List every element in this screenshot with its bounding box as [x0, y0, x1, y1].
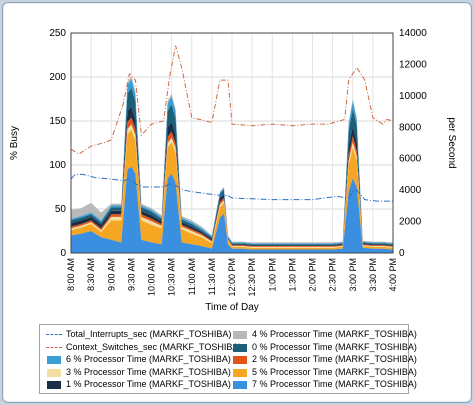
legend-swatch — [233, 356, 247, 364]
legend-entry: 6 % Processor Time (MARKF_TOSHIBA) — [46, 354, 231, 366]
y-tick-label: 0 — [60, 248, 66, 259]
x-tick-label: 10:00 AM — [147, 258, 157, 296]
legend-swatch — [233, 368, 247, 377]
x-tick-label: 2:30 PM — [328, 258, 338, 292]
plot-border — [70, 32, 394, 254]
x-tick-label: 3:00 PM — [348, 258, 358, 292]
legend-label: 2 % Processor Time (MARKF_TOSHIBA) — [252, 354, 417, 364]
legend-entry: Context_Switches_sec (MARKF_TOSHIBA) — [46, 342, 241, 354]
x-tick-label: 9:30 AM — [126, 258, 136, 291]
legend-label: 0 % Processor Time (MARKF_TOSHIBA) — [252, 341, 417, 352]
legend-swatch — [47, 381, 61, 389]
x-tick-label: 3:30 PM — [368, 258, 378, 292]
y-tick-label: 100 — [49, 160, 66, 171]
legend-swatch — [47, 356, 61, 364]
legend-label: 6 % Processor Time (MARKF_TOSHIBA) — [66, 354, 231, 364]
y2-tick-label: 0 — [399, 248, 405, 259]
legend-label: 7 % Processor Time (MARKF_TOSHIBA) — [252, 379, 417, 389]
legend-entry: 4 % Processor Time (MARKF_TOSHIBA) — [232, 329, 417, 341]
y2-tick-label: 10000 — [399, 91, 427, 102]
legend-label: Total_Interrupts_sec (MARKF_TOSHIBA) — [66, 329, 232, 339]
x-tick-label: 11:30 AM — [207, 258, 217, 295]
legend: Total_Interrupts_sec (MARKF_TOSHIBA) 4 % … — [39, 324, 417, 394]
x-tick-label: 8:30 AM — [86, 258, 96, 291]
axes: 0 50 100 150 200 250 0 2000 4000 6000 8000 10000 120… — [49, 28, 427, 297]
line-series — [70, 45, 394, 202]
y2-tick-label: 14000 — [399, 28, 427, 39]
y2-tick-label: 8000 — [399, 122, 422, 133]
legend-entry: 3 % Processor Time (MARKF_TOSHIBA) — [46, 367, 231, 379]
line-series-path — [70, 173, 393, 202]
legend-entry: 2 % Processor Time (MARKF_TOSHIBA) — [232, 354, 417, 366]
legend-swatch — [47, 368, 61, 377]
x-tick-label: 2:00 PM — [308, 258, 318, 292]
legend-entry: Total_Interrupts_sec (MARKF_TOSHIBA) — [46, 329, 231, 341]
legend-label: 3 % Processor Time (MARKF_TOSHIBA) — [66, 366, 231, 377]
legend-entry: 7 % Processor Time (MARKF_TOSHIBA) — [232, 379, 417, 391]
y-tick-label: 250 — [49, 28, 66, 39]
stacked-areas — [71, 76, 393, 253]
legend-entry: 1 % Processor Time (MARKF_TOSHIBA) — [46, 379, 231, 391]
area-series — [71, 129, 393, 250]
area-series — [71, 166, 393, 253]
legend-entry: 0 % Processor Time (MARKF_TOSHIBA) — [232, 342, 417, 354]
x-tick-label: 12:00 PM — [227, 258, 237, 297]
y2-tick-label: 2000 — [399, 217, 422, 228]
y2-tick-label: 4000 — [399, 185, 422, 196]
legend-label: 1 % Processor Time (MARKF_TOSHIBA) — [66, 379, 231, 389]
legend-label: 4 % Processor Time (MARKF_TOSHIBA) — [252, 329, 417, 339]
legend-swatch — [46, 334, 62, 335]
x-tick-label: 11:00 AM — [187, 258, 197, 295]
y-tick-label: 150 — [49, 116, 66, 127]
legend-label: Context_Switches_sec (MARKF_TOSHIBA) — [66, 341, 242, 352]
legend-swatch — [233, 331, 247, 339]
x-tick-label: 9:00 AM — [106, 258, 116, 291]
legend-swatch — [233, 343, 247, 352]
y-tick-label: 50 — [55, 204, 67, 215]
x-tick-label: 1:30 PM — [287, 258, 297, 292]
legend-label: 5 % Processor Time (MARKF_TOSHIBA) — [252, 366, 417, 377]
y2-tick-label: 6000 — [399, 154, 422, 165]
y-tick-label: 200 — [49, 72, 66, 83]
legend-swatch — [46, 346, 62, 348]
x-tick-label: 12:30 PM — [247, 258, 257, 297]
x-tick-label: 10:30 AM — [167, 258, 177, 296]
legend-entry: 5 % Processor Time (MARKF_TOSHIBA) — [232, 367, 417, 379]
y2-axis-label: per Second — [446, 117, 457, 168]
x-tick-label: 8:00 AM — [66, 258, 76, 291]
y2-tick-label: 12000 — [399, 59, 427, 70]
y-axis-label: % Busy — [9, 126, 20, 160]
x-tick-label: 4:00 PM — [388, 258, 398, 292]
line-series-path — [70, 45, 394, 155]
legend-swatch — [233, 381, 247, 389]
x-axis-label: Time of Day — [205, 302, 259, 313]
x-tick-label: 1:00 PM — [267, 258, 277, 292]
processor-time-chart: 0 50 100 150 200 250 0 2000 4000 6000 8000 10000 120… — [9, 28, 457, 313]
